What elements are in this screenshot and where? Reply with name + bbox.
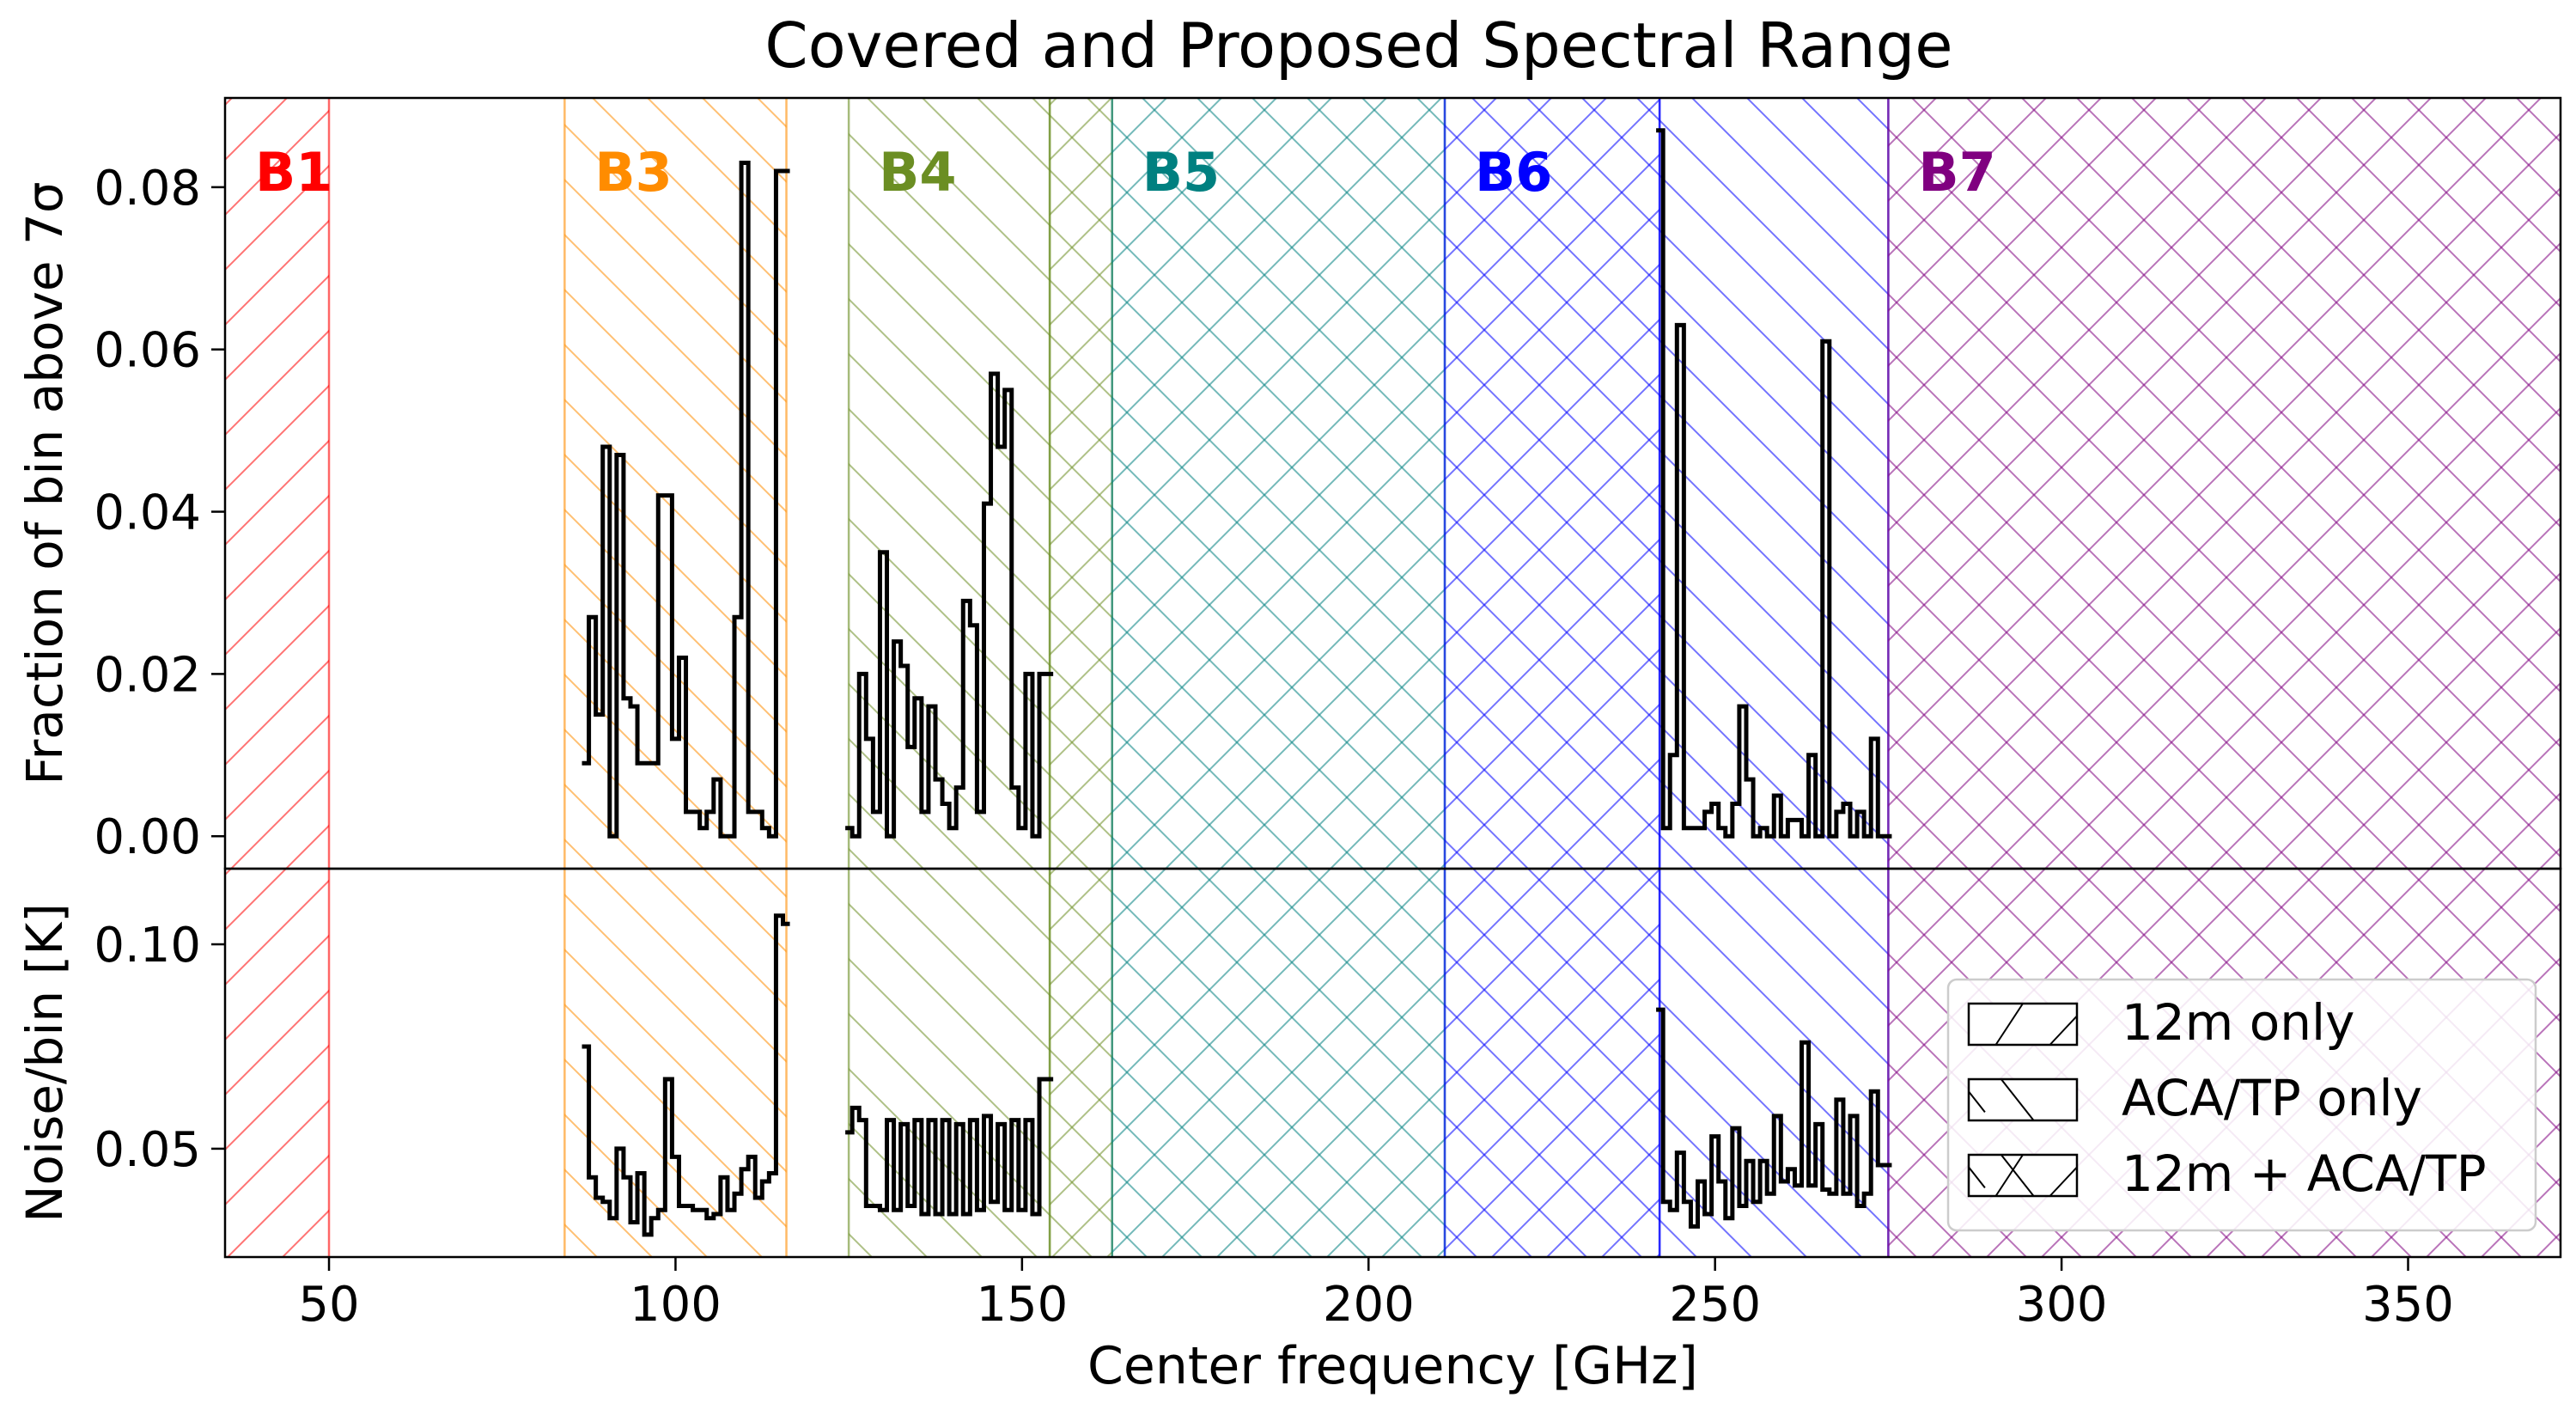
y-tick-label: 0.05	[94, 1122, 201, 1178]
band-label-b5: B5	[1142, 141, 1220, 204]
legend: 12m only ACA/TP only 12m + ACA/TP	[1946, 978, 2537, 1232]
series-line-panel2-1	[582, 913, 790, 1237]
x-axis-label: Center frequency [GHz]	[1087, 1336, 1698, 1396]
legend-hatch	[2001, 1154, 2035, 1197]
chart-title: Covered and Proposed Spectral Range	[764, 9, 1952, 82]
y-tick-label: 0.06	[94, 323, 201, 379]
y-tick-label: 0.00	[94, 809, 201, 865]
band-region	[1445, 98, 1660, 1257]
series-line-panel1-1	[582, 161, 790, 839]
x-tick-label: 100	[630, 1277, 722, 1333]
x-tick-label: 300	[2016, 1277, 2108, 1333]
legend-swatch	[1967, 1077, 2079, 1122]
x-tick-label: 200	[1323, 1277, 1415, 1333]
y-axis-label-panel1: Fraction of bin above 7σ	[15, 181, 74, 784]
series-line-panel1-3	[1656, 128, 1892, 839]
band-label-b4: B4	[879, 141, 956, 204]
legend-entry-3: 12m + ACA/TP	[2122, 1144, 2487, 1203]
legend-swatch	[1967, 1002, 2079, 1047]
y-tick-label: 0.04	[94, 485, 201, 541]
series-line-panel2-3	[1656, 1007, 1892, 1229]
legend-entry-1: 12m only	[2122, 993, 2354, 1052]
legend-hatch	[1968, 1090, 1986, 1114]
series-line-panel1-2	[845, 371, 1054, 839]
band-region	[849, 98, 1050, 1257]
band-region	[1050, 98, 1112, 1257]
band-label-b6: B6	[1475, 141, 1552, 204]
band-label-b7: B7	[1918, 141, 1995, 204]
x-tick-label: 50	[298, 1277, 359, 1333]
x-tick-label: 250	[1669, 1277, 1761, 1333]
legend-hatch	[2049, 1015, 2078, 1046]
x-tick-label: 350	[2362, 1277, 2454, 1333]
y-tick-label: 0.02	[94, 647, 201, 703]
band-label-b1: B1	[255, 141, 332, 204]
legend-entry-2: ACA/TP only	[2122, 1069, 2422, 1127]
y-tick-label: 0.08	[94, 161, 201, 217]
band-region	[1111, 98, 1446, 1257]
band-label-b3: B3	[594, 141, 672, 204]
legend-hatch	[2049, 1166, 2078, 1197]
band-group	[225, 98, 2561, 1257]
y-tick-label: 0.10	[94, 918, 201, 974]
y-axis-label-panel2: Noise/bin [K]	[15, 903, 74, 1223]
legend-hatch	[2001, 1078, 2035, 1121]
legend-hatch	[1994, 1154, 2024, 1197]
legend-hatch	[1994, 1003, 2024, 1046]
x-tick-label: 150	[976, 1277, 1068, 1333]
band-region	[225, 98, 330, 1257]
band-region	[1659, 98, 1889, 1257]
legend-hatch	[1968, 1166, 1986, 1189]
panel-frame-2	[223, 867, 2562, 1259]
series-line-panel2-2	[845, 1077, 1054, 1217]
legend-frame	[1946, 978, 2537, 1232]
legend-swatch	[1967, 1153, 2079, 1198]
